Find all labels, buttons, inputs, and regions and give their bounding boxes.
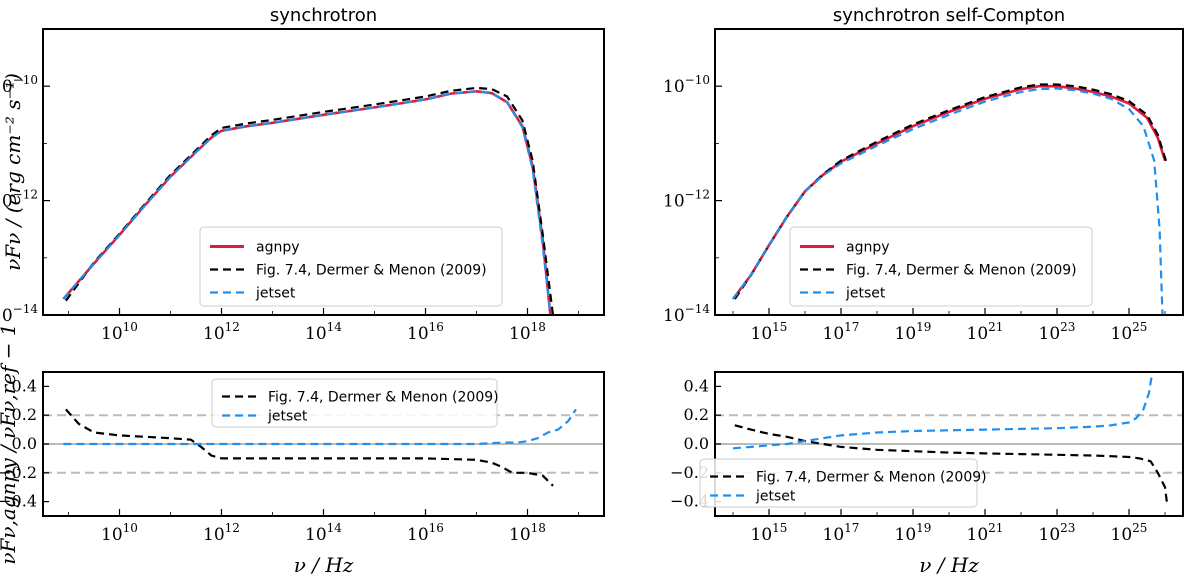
y-tick-label: 0.2 — [12, 405, 37, 424]
panel-title: synchrotron self-Compton — [833, 5, 1065, 26]
sync-dev-panel: 1010 1012 1014 1016 1018 0.4 0.2 0.0 −0.2 −0.4 ν /… — [0, 323, 605, 577]
y-tick-label: 0.0 — [12, 434, 37, 453]
y-tick-label: 10−14 — [0, 302, 38, 326]
series-fig-7-4-dermer-menon-2009 — [734, 424, 1168, 502]
y-axis-label: νFν,agnpy / νFν,ref − 1 — [0, 323, 20, 564]
y-tick-label: 10−12 — [0, 188, 38, 212]
x-axis-label: ν / Hz — [294, 553, 354, 577]
x-tick-label: 1025 — [1111, 320, 1148, 344]
x-tick-label: 1019 — [895, 521, 932, 545]
y-tick-label: 10−10 — [0, 73, 38, 97]
y-tick-label: −0.4 — [670, 492, 709, 511]
sync-sed-panel: 1010 1012 1014 1016 1018 10−14 10−12 10−10 synch… — [0, 5, 605, 344]
series-jetset — [63, 408, 577, 446]
y-tick-label: 0.4 — [12, 376, 37, 395]
x-tick-label: 1023 — [1039, 521, 1076, 545]
y-tick-label: 10−12 — [663, 188, 710, 212]
x-tick-label: 1012 — [203, 320, 240, 344]
legend-label: jetset — [255, 286, 296, 302]
legend: agnpy Fig. 7.4, Dermer & Menon (2009) jets… — [789, 226, 1093, 307]
x-tick-label: 1015 — [751, 320, 788, 344]
series-jetset — [732, 372, 1154, 450]
x-tick-label: 1010 — [101, 521, 138, 545]
x-tick-label: 1016 — [407, 320, 444, 344]
x-tick-label: 1015 — [751, 521, 788, 545]
y-tick-label: −0.4 — [0, 492, 37, 511]
legend-label: jetset — [845, 286, 886, 302]
legend-label: jetset — [755, 489, 796, 505]
y-tick-label: −0.2 — [670, 463, 709, 482]
y-tick-label: 10−10 — [663, 73, 710, 97]
y-tick-label: 0.4 — [684, 376, 709, 395]
ssc-dev-panel: 1015 1017 1019 1021 1023 1025 0.4 0.2 0.0 −0.2 −0.… — [670, 371, 1184, 577]
x-tick-label: 1018 — [509, 521, 546, 545]
x-axis-label: ν / Hz — [919, 553, 979, 577]
x-tick-label: 1012 — [203, 521, 240, 545]
x-tick-label: 1021 — [967, 320, 1004, 344]
x-tick-label: 1010 — [101, 320, 138, 344]
legend-box — [789, 226, 1093, 307]
legend: Fig. 7.4, Dermer & Menon (2009) jetset — [699, 458, 987, 508]
y-tick-label: 10−14 — [663, 302, 710, 326]
y-tick-label: −0.2 — [0, 463, 37, 482]
legend: agnpy Fig. 7.4, Dermer & Menon (2009) jets… — [199, 226, 503, 307]
x-tick-label: 1023 — [1039, 320, 1076, 344]
panel-title: synchrotron — [270, 5, 377, 26]
y-tick-label: 0.0 — [684, 434, 709, 453]
x-tick-label: 1014 — [305, 320, 342, 344]
legend-label: agnpy — [256, 240, 300, 256]
legend-label: Fig. 7.4, Dermer & Menon (2009) — [846, 263, 1077, 279]
x-tick-label: 1014 — [305, 521, 342, 545]
x-tick-label: 1017 — [823, 521, 860, 545]
legend: Fig. 7.4, Dermer & Menon (2009) jetset — [211, 378, 499, 428]
series-jetset — [62, 90, 552, 315]
x-tick-label: 1018 — [509, 320, 546, 344]
x-tick-label: 1016 — [407, 521, 444, 545]
series-fig-7-4-dermer-menon-2009 — [65, 408, 554, 487]
legend-label: Fig. 7.4, Dermer & Menon (2009) — [256, 263, 487, 279]
legend-label: agnpy — [846, 240, 890, 256]
legend-label: Fig. 7.4, Dermer & Menon (2009) — [756, 470, 987, 486]
ssc-sed-panel: 1015 1017 1019 1021 1023 1025 10−14 10−12 10−10 s… — [663, 5, 1184, 344]
x-tick-label: 1017 — [823, 320, 860, 344]
y-axis-label: νFν / (erg cm⁻² s⁻¹) — [1, 73, 25, 271]
x-tick-label: 1021 — [967, 521, 1004, 545]
legend-box — [211, 378, 498, 428]
legend-label: Fig. 7.4, Dermer & Menon (2009) — [268, 390, 499, 406]
legend-box — [199, 226, 503, 307]
x-tick-label: 1019 — [895, 320, 932, 344]
series-fig-7-4-dermer-menon-2009 — [65, 86, 555, 315]
x-tick-label: 1025 — [1111, 521, 1148, 545]
y-tick-label: 0.2 — [684, 405, 709, 424]
legend-box — [699, 458, 978, 508]
legend-label: jetset — [267, 409, 308, 425]
